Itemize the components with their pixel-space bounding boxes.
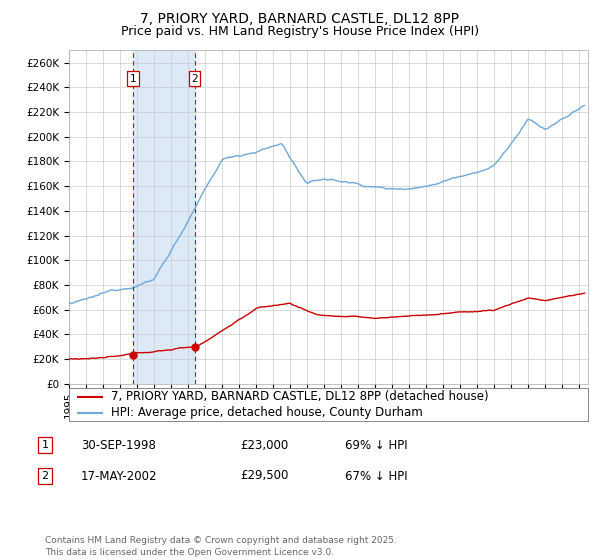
- Text: Contains HM Land Registry data © Crown copyright and database right 2025.
This d: Contains HM Land Registry data © Crown c…: [45, 536, 397, 557]
- Text: Price paid vs. HM Land Registry's House Price Index (HPI): Price paid vs. HM Land Registry's House …: [121, 25, 479, 38]
- Text: £29,500: £29,500: [240, 469, 289, 483]
- Text: 7, PRIORY YARD, BARNARD CASTLE, DL12 8PP: 7, PRIORY YARD, BARNARD CASTLE, DL12 8PP: [140, 12, 460, 26]
- Bar: [133, 50, 194, 384]
- Text: 30-SEP-1998: 30-SEP-1998: [81, 438, 156, 452]
- Text: 69% ↓ HPI: 69% ↓ HPI: [345, 438, 407, 452]
- Text: £23,000: £23,000: [240, 438, 288, 452]
- Text: 2: 2: [191, 74, 198, 84]
- Text: 7, PRIORY YARD, BARNARD CASTLE, DL12 8PP (detached house): 7, PRIORY YARD, BARNARD CASTLE, DL12 8PP…: [110, 390, 488, 403]
- Text: 17-MAY-2002: 17-MAY-2002: [81, 469, 157, 483]
- Text: 2: 2: [41, 471, 49, 481]
- Text: 67% ↓ HPI: 67% ↓ HPI: [345, 469, 407, 483]
- Text: 1: 1: [130, 74, 136, 84]
- Text: HPI: Average price, detached house, County Durham: HPI: Average price, detached house, Coun…: [110, 406, 422, 419]
- Text: 1: 1: [41, 440, 49, 450]
